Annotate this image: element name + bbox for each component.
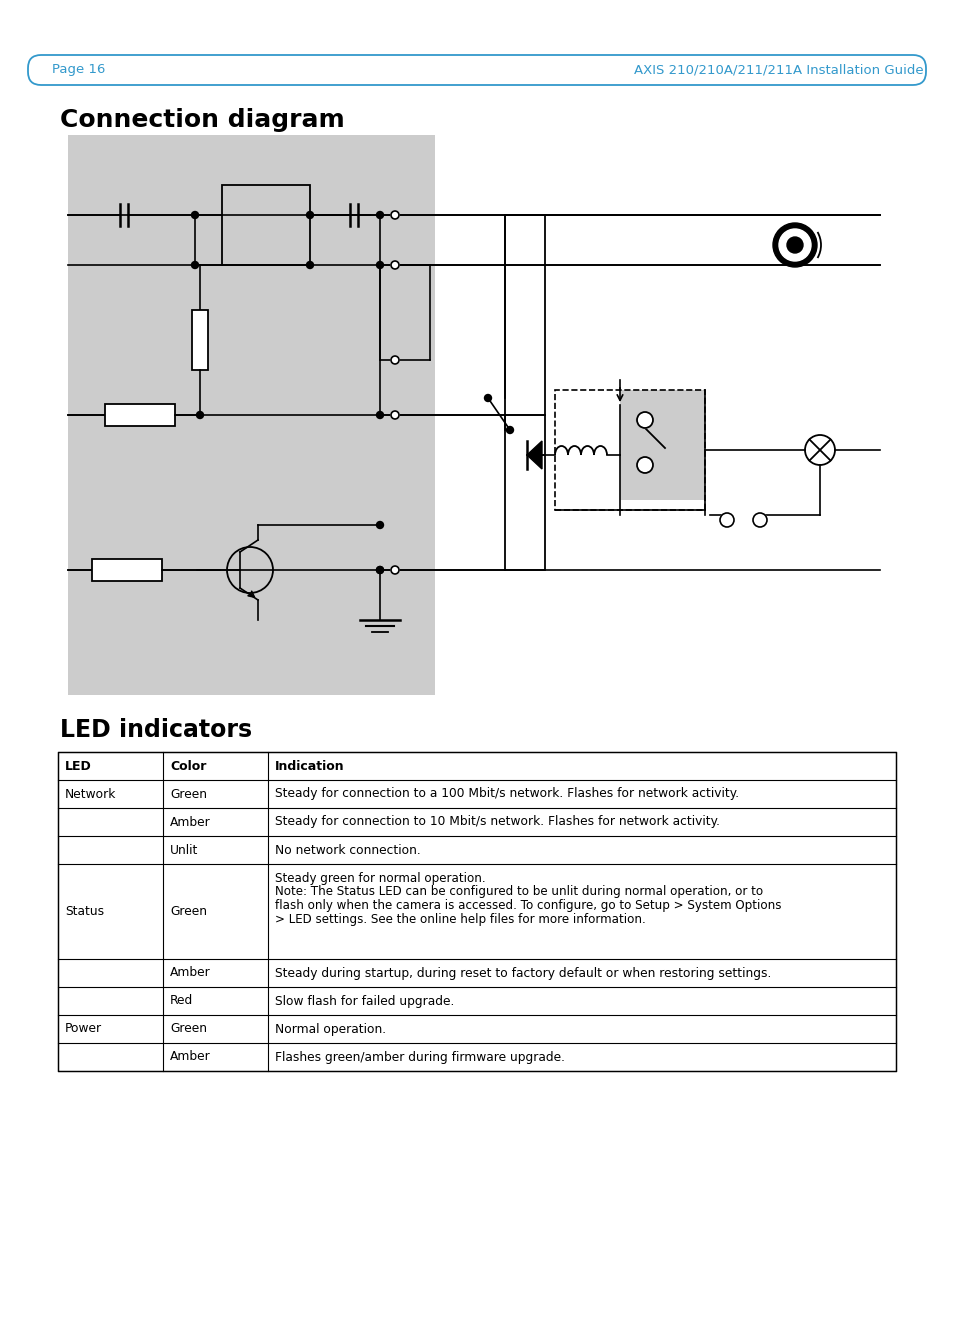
Text: Steady for connection to a 100 Mbit/s network. Flashes for network activity.: Steady for connection to a 100 Mbit/s ne… — [274, 787, 739, 801]
Bar — [68, 135, 435, 695]
Circle shape — [391, 410, 398, 418]
Circle shape — [376, 262, 383, 269]
Text: Unlit: Unlit — [170, 844, 198, 857]
Text: Page 16: Page 16 — [52, 63, 105, 76]
Text: LED indicators: LED indicators — [60, 718, 252, 742]
Text: Amber: Amber — [170, 967, 211, 980]
Text: Green: Green — [170, 787, 207, 801]
Bar — [192, 310, 208, 370]
Circle shape — [306, 262, 314, 269]
Text: Note: The Status LED can be configured to be unlit during normal operation, or t: Note: The Status LED can be configured t… — [274, 885, 762, 898]
Circle shape — [376, 567, 383, 574]
Text: Red: Red — [170, 995, 193, 1008]
Circle shape — [376, 412, 383, 418]
Bar — [222, 185, 310, 265]
Circle shape — [720, 513, 733, 527]
Circle shape — [306, 211, 314, 218]
Circle shape — [779, 229, 810, 261]
Circle shape — [772, 223, 816, 267]
Text: Connection diagram: Connection diagram — [60, 108, 344, 132]
Circle shape — [786, 237, 802, 253]
Text: Green: Green — [170, 1023, 207, 1035]
Text: Power: Power — [65, 1023, 102, 1035]
Bar — [105, 404, 174, 427]
Circle shape — [376, 521, 383, 528]
Bar — [555, 390, 704, 509]
Bar — [619, 390, 704, 500]
Bar — [504, 215, 544, 570]
Circle shape — [391, 211, 398, 219]
Circle shape — [391, 261, 398, 269]
Text: Status: Status — [65, 905, 104, 919]
Text: LED: LED — [65, 759, 91, 773]
Text: No network connection.: No network connection. — [274, 844, 420, 857]
Circle shape — [506, 427, 513, 433]
Circle shape — [391, 356, 398, 364]
FancyBboxPatch shape — [28, 55, 925, 86]
Text: Steady during startup, during reset to factory default or when restoring setting: Steady during startup, during reset to f… — [274, 967, 771, 980]
Text: > LED settings. See the online help files for more information.: > LED settings. See the online help file… — [274, 912, 645, 925]
Circle shape — [391, 566, 398, 574]
Circle shape — [752, 513, 766, 527]
Text: Network: Network — [65, 787, 116, 801]
Text: Color: Color — [170, 759, 206, 773]
Text: Normal operation.: Normal operation. — [274, 1023, 386, 1035]
Text: Slow flash for failed upgrade.: Slow flash for failed upgrade. — [274, 995, 454, 1008]
Circle shape — [196, 412, 203, 418]
Text: Indication: Indication — [274, 759, 344, 773]
Text: Steady green for normal operation.: Steady green for normal operation. — [274, 872, 485, 885]
Text: Steady for connection to 10 Mbit/s network. Flashes for network activity.: Steady for connection to 10 Mbit/s netwo… — [274, 816, 720, 829]
Text: Amber: Amber — [170, 816, 211, 829]
Text: AXIS 210/210A/211/211A Installation Guide: AXIS 210/210A/211/211A Installation Guid… — [634, 63, 923, 76]
Circle shape — [376, 211, 383, 218]
Circle shape — [637, 412, 652, 428]
Circle shape — [376, 567, 383, 574]
Polygon shape — [526, 441, 541, 469]
Circle shape — [192, 211, 198, 218]
Text: Green: Green — [170, 905, 207, 919]
Circle shape — [192, 262, 198, 269]
Text: Flashes green/amber during firmware upgrade.: Flashes green/amber during firmware upgr… — [274, 1051, 564, 1063]
Bar — [58, 751, 895, 1071]
Text: Amber: Amber — [170, 1051, 211, 1063]
Bar — [91, 559, 162, 582]
Circle shape — [637, 457, 652, 473]
Text: flash only when the camera is accessed. To configure, go to Setup > System Optio: flash only when the camera is accessed. … — [274, 898, 781, 912]
Circle shape — [484, 394, 491, 401]
